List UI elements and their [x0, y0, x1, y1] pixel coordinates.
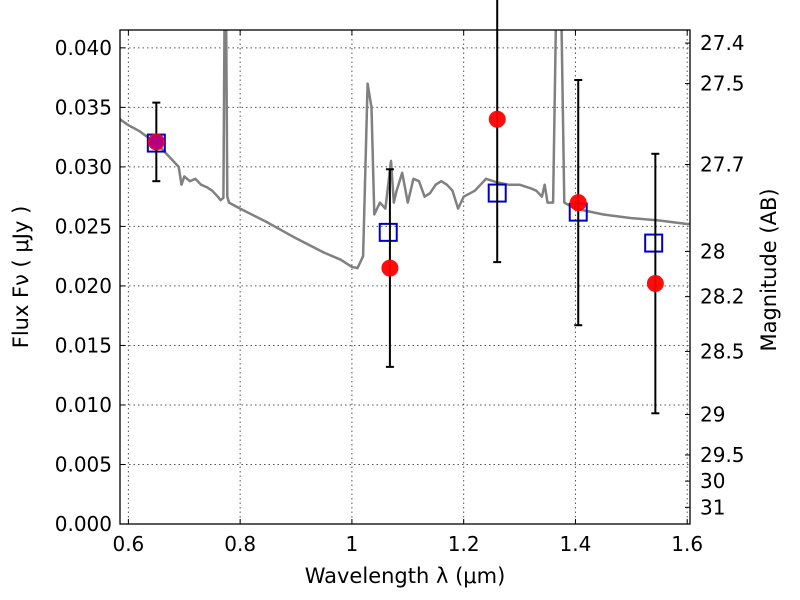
marker-layer [146, 0, 664, 415]
y-tick-label: 0.010 [55, 393, 112, 417]
y-tick-label: 0.030 [55, 155, 112, 179]
y2-tick-label: 31 [700, 495, 725, 519]
plot-frame [119, 29, 691, 525]
y2-tick-label: 28.5 [700, 339, 745, 363]
y-axis-label: Flux Fν ( μJy ) [9, 206, 33, 349]
observed-data-point [646, 275, 664, 293]
model-spectrum-line [120, 30, 690, 270]
y2-tick-label: 27.5 [700, 72, 745, 96]
x-tick-label: 1.2 [448, 532, 480, 556]
y2-tick-label: 27.7 [700, 153, 745, 177]
y2-tick-label: 27.4 [700, 31, 745, 55]
observed-data-point [488, 110, 506, 128]
y2-tick-label: 28.2 [700, 285, 745, 309]
y2-tick-label: 30 [700, 469, 725, 493]
y2-tick-label: 29.5 [700, 443, 745, 467]
y-tick-label: 0.035 [55, 95, 112, 119]
y-tick-label: 0.005 [55, 452, 112, 476]
x-tick-label: 1.4 [560, 532, 592, 556]
y2-tick-label: 28 [700, 239, 725, 263]
x-tick-label: 1.6 [671, 532, 703, 556]
model-photometry-square [378, 222, 398, 242]
tick-layer: 0.6 0.8 1 1.2 1.4 1.6 0.000 0.005 0.010 0.015 0.02… [55, 30, 745, 556]
y2-axis-label: Magnitude (AB) [757, 188, 781, 351]
y-tick-label: 0.040 [55, 36, 112, 60]
y2-tick-label: 29 [700, 402, 725, 426]
y-tick-label: 0.020 [55, 274, 112, 298]
x-tick-label: 0.6 [112, 532, 144, 556]
series-layer [120, 30, 690, 270]
y-tick-label: 0.000 [55, 512, 112, 536]
observed-data-point [381, 259, 399, 277]
observed-data-point [569, 194, 587, 212]
y-tick-label: 0.015 [55, 333, 112, 357]
y-tick-label: 0.025 [55, 214, 112, 238]
overlap-data-point [149, 134, 164, 149]
x-tick-label: 1 [346, 532, 359, 556]
x-axis-label: Wavelength λ (μm) [305, 564, 506, 588]
x-tick-label: 0.8 [224, 532, 256, 556]
model-photometry-square [644, 233, 664, 253]
